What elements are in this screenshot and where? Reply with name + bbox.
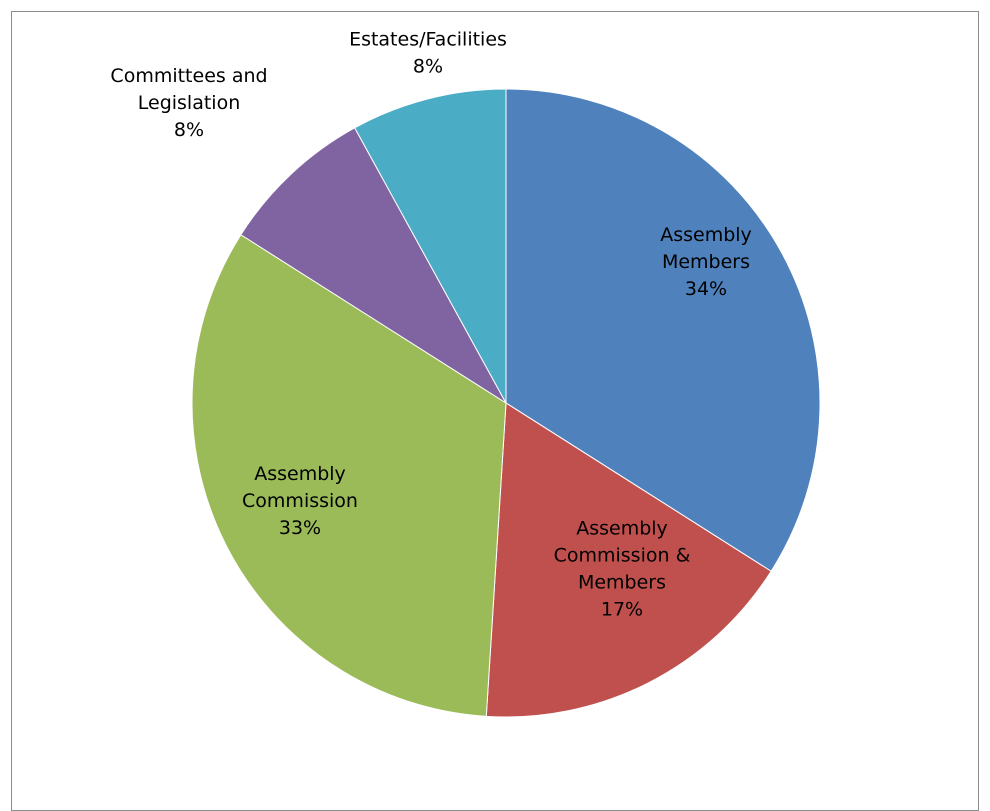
slice-label-line: 33% [279,517,321,539]
slice-label-line: Estates/Facilities [349,29,507,51]
pie-slice-assembly-commission-members [485,402,772,718]
pie-slice-committees-and-legislation [240,127,507,404]
slice-label: Estates/Facilities 8% [349,29,507,78]
slice-label-line: Committees and [110,65,267,87]
slice-label-line: 34% [685,278,727,300]
slice-label-line: Commission & [554,545,691,567]
pie-slice-estates-facilities [354,88,507,404]
slice-label-line: Members [662,251,750,273]
pie-slice-assembly-commission [191,234,507,717]
slice-label-line: Assembly [576,518,668,540]
slice-label-line: Assembly [254,463,346,485]
slice-label: Assembly Commission 33% [242,463,358,539]
slice-label-line: 8% [174,119,204,141]
slice-label-line: Legislation [138,92,241,114]
slice-label: Assembly Commission & Members 17% [554,518,691,621]
slice-label-line: Assembly [660,224,752,246]
slice-label-line: 8% [413,56,443,78]
pie-slices [191,88,821,718]
pie-slice-assembly-members [505,88,821,572]
slice-label-line: 17% [601,599,643,621]
slice-label: Assembly Members 34% [660,224,752,300]
pie-chart: Assembly Members 34% Assembly Commission & Me… [110,29,821,718]
slice-label-line: Members [578,572,666,594]
pie-labels: Assembly Members 34% Assembly Commission & Me… [110,29,751,621]
slice-label-line: Commission [242,490,358,512]
slice-label: Committees and Legislation 8% [110,65,267,141]
